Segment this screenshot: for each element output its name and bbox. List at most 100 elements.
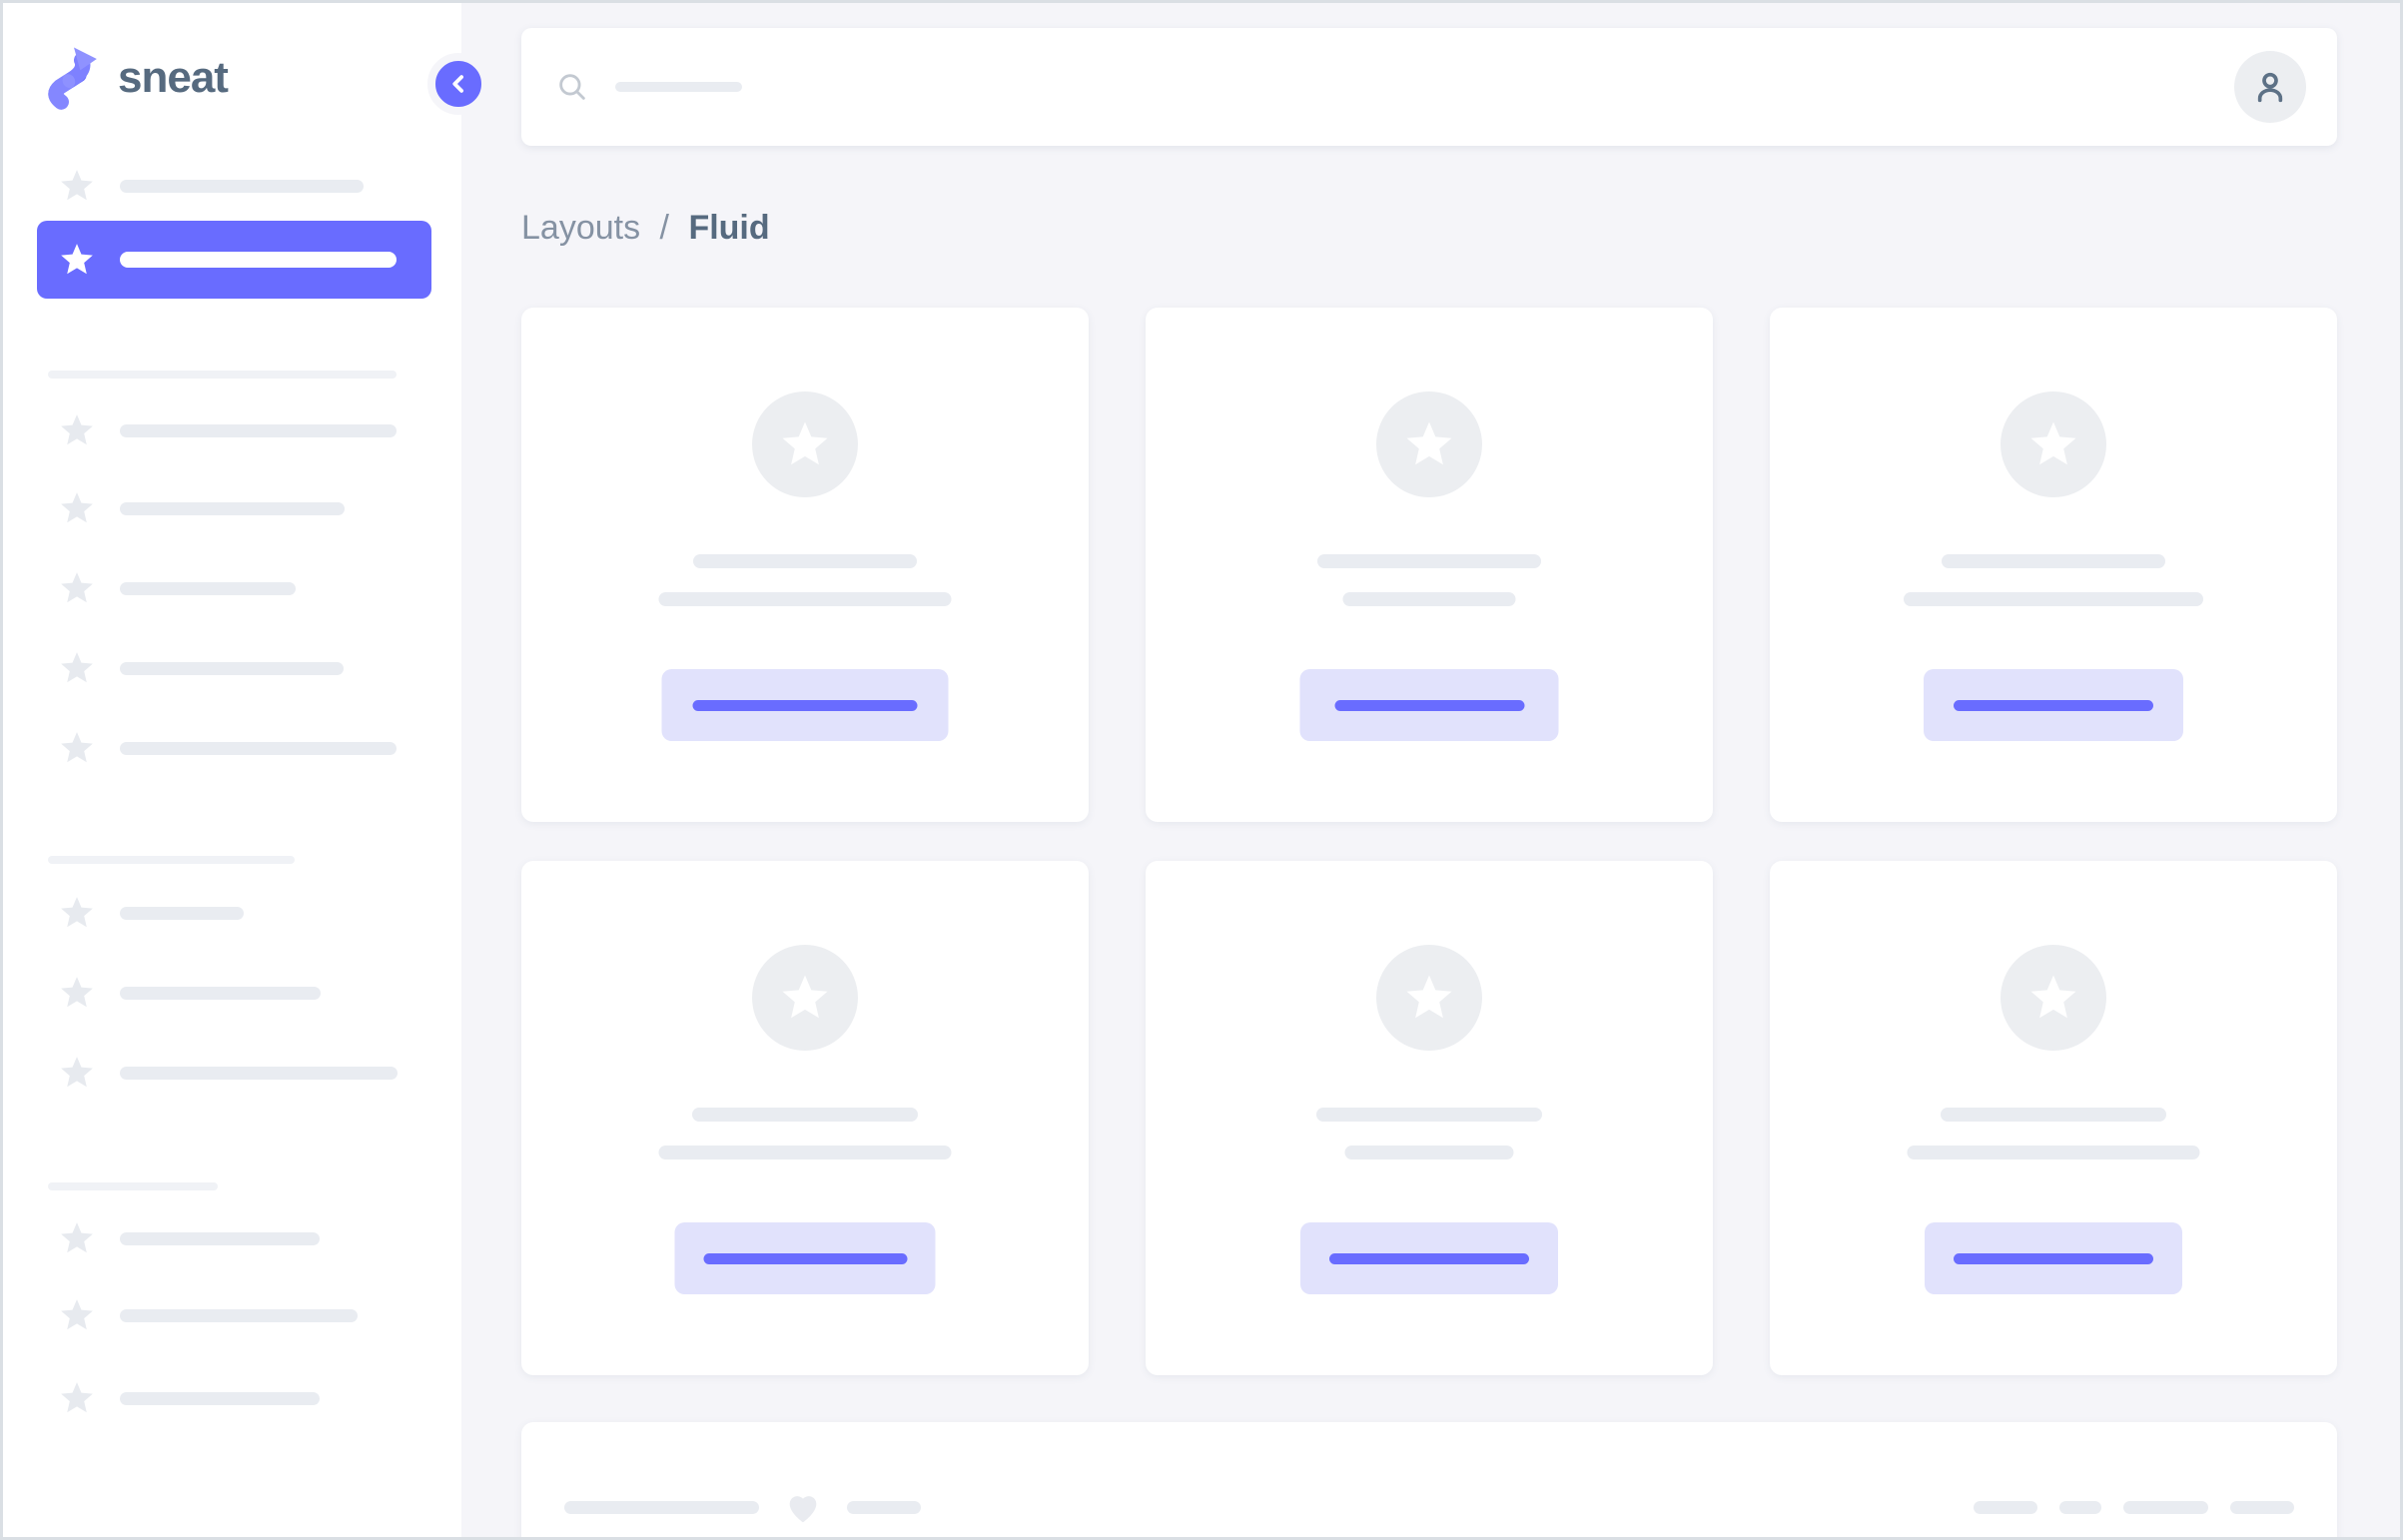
card-button[interactable] xyxy=(661,669,949,741)
card-title-skeleton xyxy=(693,554,917,568)
card-button[interactable] xyxy=(674,1222,936,1294)
footer-skeleton-bar xyxy=(1974,1500,2037,1514)
button-label-skeleton xyxy=(1334,699,1524,711)
button-label-skeleton xyxy=(703,1252,907,1264)
menu-label-skeleton xyxy=(120,1391,320,1405)
menu-label-skeleton xyxy=(120,1231,320,1245)
card-title-skeleton xyxy=(1941,1108,2166,1122)
menu-label-skeleton xyxy=(120,661,344,675)
bottom-card-right-skeleton xyxy=(1974,1500,2294,1514)
breadcrumb-separator: / xyxy=(659,209,669,247)
menu-label-skeleton xyxy=(120,501,345,515)
card-title-skeleton xyxy=(1942,554,2165,568)
star-icon xyxy=(57,1053,97,1093)
search-bar[interactable] xyxy=(521,28,2337,146)
star-icon xyxy=(57,488,97,528)
card-avatar xyxy=(1376,391,1482,497)
star-icon xyxy=(57,240,97,280)
card-avatar xyxy=(1376,945,1482,1051)
card-avatar xyxy=(752,391,858,497)
card-subtitle-skeleton xyxy=(1342,592,1516,606)
bottom-card xyxy=(521,1422,2337,1537)
sidebar-section-divider xyxy=(48,856,295,864)
breadcrumb-current: Fluid xyxy=(688,209,770,247)
card-title-skeleton xyxy=(1316,1108,1542,1122)
sidebar-collapse-button[interactable] xyxy=(427,53,489,115)
card xyxy=(521,308,1089,822)
menu-label-skeleton xyxy=(120,1066,398,1080)
search-placeholder-skeleton xyxy=(615,82,742,92)
card xyxy=(1146,861,1713,1375)
card-button[interactable] xyxy=(1299,669,1559,741)
sneat-logo-icon xyxy=(48,45,100,111)
sidebar: sneat xyxy=(3,3,461,1537)
button-label-skeleton xyxy=(1954,699,2153,711)
card-title-skeleton xyxy=(692,1108,918,1122)
menu-label-skeleton xyxy=(120,179,364,193)
card-subtitle-skeleton xyxy=(658,592,952,606)
footer-skeleton-bar xyxy=(2059,1500,2101,1514)
button-label-skeleton xyxy=(1329,1252,1529,1264)
star-icon xyxy=(57,1218,97,1258)
card-button[interactable] xyxy=(1300,1222,1558,1294)
card xyxy=(1146,308,1713,822)
star-icon xyxy=(57,1378,97,1418)
footer-skeleton-bar xyxy=(564,1500,759,1514)
heart-icon xyxy=(783,1487,823,1527)
card-avatar xyxy=(752,945,858,1051)
user-avatar-button[interactable] xyxy=(2234,51,2306,123)
card-button[interactable] xyxy=(1924,669,2183,741)
main-content: Layouts / Fluid xyxy=(461,3,2400,1537)
star-icon xyxy=(57,973,97,1013)
star-icon xyxy=(57,166,97,206)
menu-label-skeleton xyxy=(120,906,244,920)
menu-label-skeleton xyxy=(120,423,397,437)
menu-label-skeleton xyxy=(120,986,321,1000)
footer-skeleton-bar xyxy=(2230,1500,2294,1514)
menu-label-skeleton xyxy=(120,581,296,595)
card-avatar xyxy=(2001,391,2106,497)
menu-label-skeleton xyxy=(120,1308,358,1322)
star-icon xyxy=(57,648,97,688)
star-icon xyxy=(2026,971,2080,1025)
card-button[interactable] xyxy=(1925,1222,2182,1294)
chevron-left-icon xyxy=(443,69,473,99)
star-icon xyxy=(57,568,97,608)
card-avatar xyxy=(2001,945,2106,1051)
star-icon xyxy=(57,728,97,768)
brand-name: sneat xyxy=(118,53,229,102)
star-icon xyxy=(57,410,97,450)
star-icon xyxy=(57,1295,97,1335)
footer-skeleton-bar xyxy=(2123,1500,2208,1514)
star-icon xyxy=(1402,417,1456,471)
breadcrumb: Layouts / Fluid xyxy=(521,208,2337,248)
card xyxy=(1770,308,2337,822)
menu-label-skeleton xyxy=(120,252,397,268)
star-icon xyxy=(778,971,832,1025)
breadcrumb-parent-link[interactable]: Layouts xyxy=(521,209,641,247)
sidebar-item-active[interactable] xyxy=(37,221,431,299)
bottom-card-left-skeleton xyxy=(564,1487,921,1527)
star-icon xyxy=(57,893,97,933)
search-icon xyxy=(555,70,589,104)
card-subtitle-skeleton xyxy=(658,1146,952,1159)
card xyxy=(1770,861,2337,1375)
cards-grid xyxy=(521,308,2337,1375)
button-label-skeleton xyxy=(1954,1252,2153,1264)
footer-skeleton-bar xyxy=(847,1500,921,1514)
person-icon xyxy=(2250,67,2290,107)
card xyxy=(521,861,1089,1375)
star-icon xyxy=(2026,417,2080,471)
star-icon xyxy=(1402,971,1456,1025)
brand[interactable]: sneat xyxy=(48,45,229,111)
card-subtitle-skeleton xyxy=(1344,1146,1514,1159)
card-subtitle-skeleton xyxy=(1907,1146,2200,1159)
card-subtitle-skeleton xyxy=(1904,592,2203,606)
button-label-skeleton xyxy=(692,699,918,711)
sidebar-section-divider xyxy=(48,371,397,379)
star-icon xyxy=(778,417,832,471)
sidebar-section-divider xyxy=(48,1182,218,1190)
card-title-skeleton xyxy=(1317,554,1541,568)
menu-label-skeleton xyxy=(120,741,397,755)
